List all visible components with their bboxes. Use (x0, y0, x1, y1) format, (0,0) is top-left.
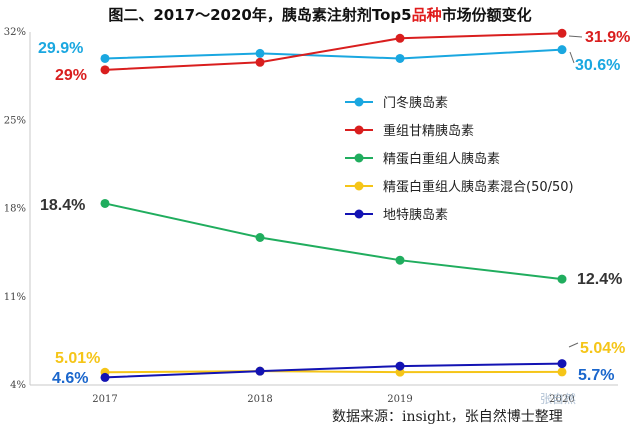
end-value-label: 12.4% (577, 271, 622, 288)
start-value-label: 29.9% (38, 40, 83, 57)
data-point (255, 48, 265, 58)
series-line (104, 370, 563, 374)
legend-label: 精蛋白重组人胰岛素 (383, 151, 500, 167)
series-line (104, 32, 563, 71)
chart-title: 图二、2017～2020年，胰岛素注射剂Top5品种市场份额变化 (108, 6, 531, 24)
title-highlight: 品种 (412, 6, 442, 24)
series-line (104, 362, 563, 379)
label-leader-line (569, 51, 575, 64)
series-line (104, 202, 563, 281)
legend-label: 重组甘精胰岛素 (383, 123, 474, 139)
legend-marker (354, 209, 364, 219)
label-leader-line (568, 342, 579, 348)
data-point (395, 53, 405, 63)
legend-marker (354, 97, 364, 107)
label-leader-line (568, 35, 583, 38)
start-value-label: 29% (55, 67, 87, 84)
series-line (104, 48, 563, 60)
x-tick-label: 2020 (549, 394, 574, 405)
y-tick-label: 4% (10, 380, 26, 391)
data-point (557, 45, 567, 55)
x-tick-label: 2017 (92, 394, 117, 405)
data-point (100, 65, 110, 75)
start-value-label: 18.4% (40, 197, 85, 214)
end-value-label: 5.04% (580, 340, 625, 357)
data-point (557, 28, 567, 38)
source-note: 数据来源：insight，张自然博士整理 (332, 408, 563, 425)
data-point (255, 366, 265, 376)
y-tick-label: 25% (4, 115, 26, 126)
end-value-label: 30.6% (575, 57, 620, 74)
end-value-label: 5.7% (578, 367, 614, 384)
watermark: 张自然 (540, 391, 576, 406)
x-tick-label: 2018 (247, 394, 272, 405)
data-point (395, 255, 405, 265)
start-value-label: 4.6% (52, 370, 88, 387)
data-point (255, 232, 265, 242)
x-tick-label: 2019 (387, 394, 412, 405)
legend-marker (354, 125, 364, 135)
legend-label: 门冬胰岛素 (383, 95, 448, 111)
data-point (395, 361, 405, 371)
data-point (100, 53, 110, 63)
y-tick-label: 18% (4, 204, 26, 215)
legend-label: 地特胰岛素 (383, 207, 448, 223)
y-tick-label: 32% (4, 27, 26, 38)
end-value-label: 31.9% (585, 29, 630, 46)
data-point (100, 372, 110, 382)
y-tick-label: 11% (4, 292, 26, 303)
title-part-2: 市场份额变化 (442, 6, 532, 24)
legend-marker (354, 153, 364, 163)
legend-label: 精蛋白重组人胰岛素混合(50/50) (383, 179, 574, 195)
start-value-label: 5.01% (55, 350, 100, 367)
data-point (557, 359, 567, 369)
data-point (255, 57, 265, 67)
title-part-1: 图二、2017～2020年，胰岛素注射剂Top5 (108, 6, 411, 24)
data-point (557, 367, 567, 377)
data-point (557, 274, 567, 284)
data-point (395, 33, 405, 43)
data-point (100, 198, 110, 208)
legend-marker (354, 181, 364, 191)
